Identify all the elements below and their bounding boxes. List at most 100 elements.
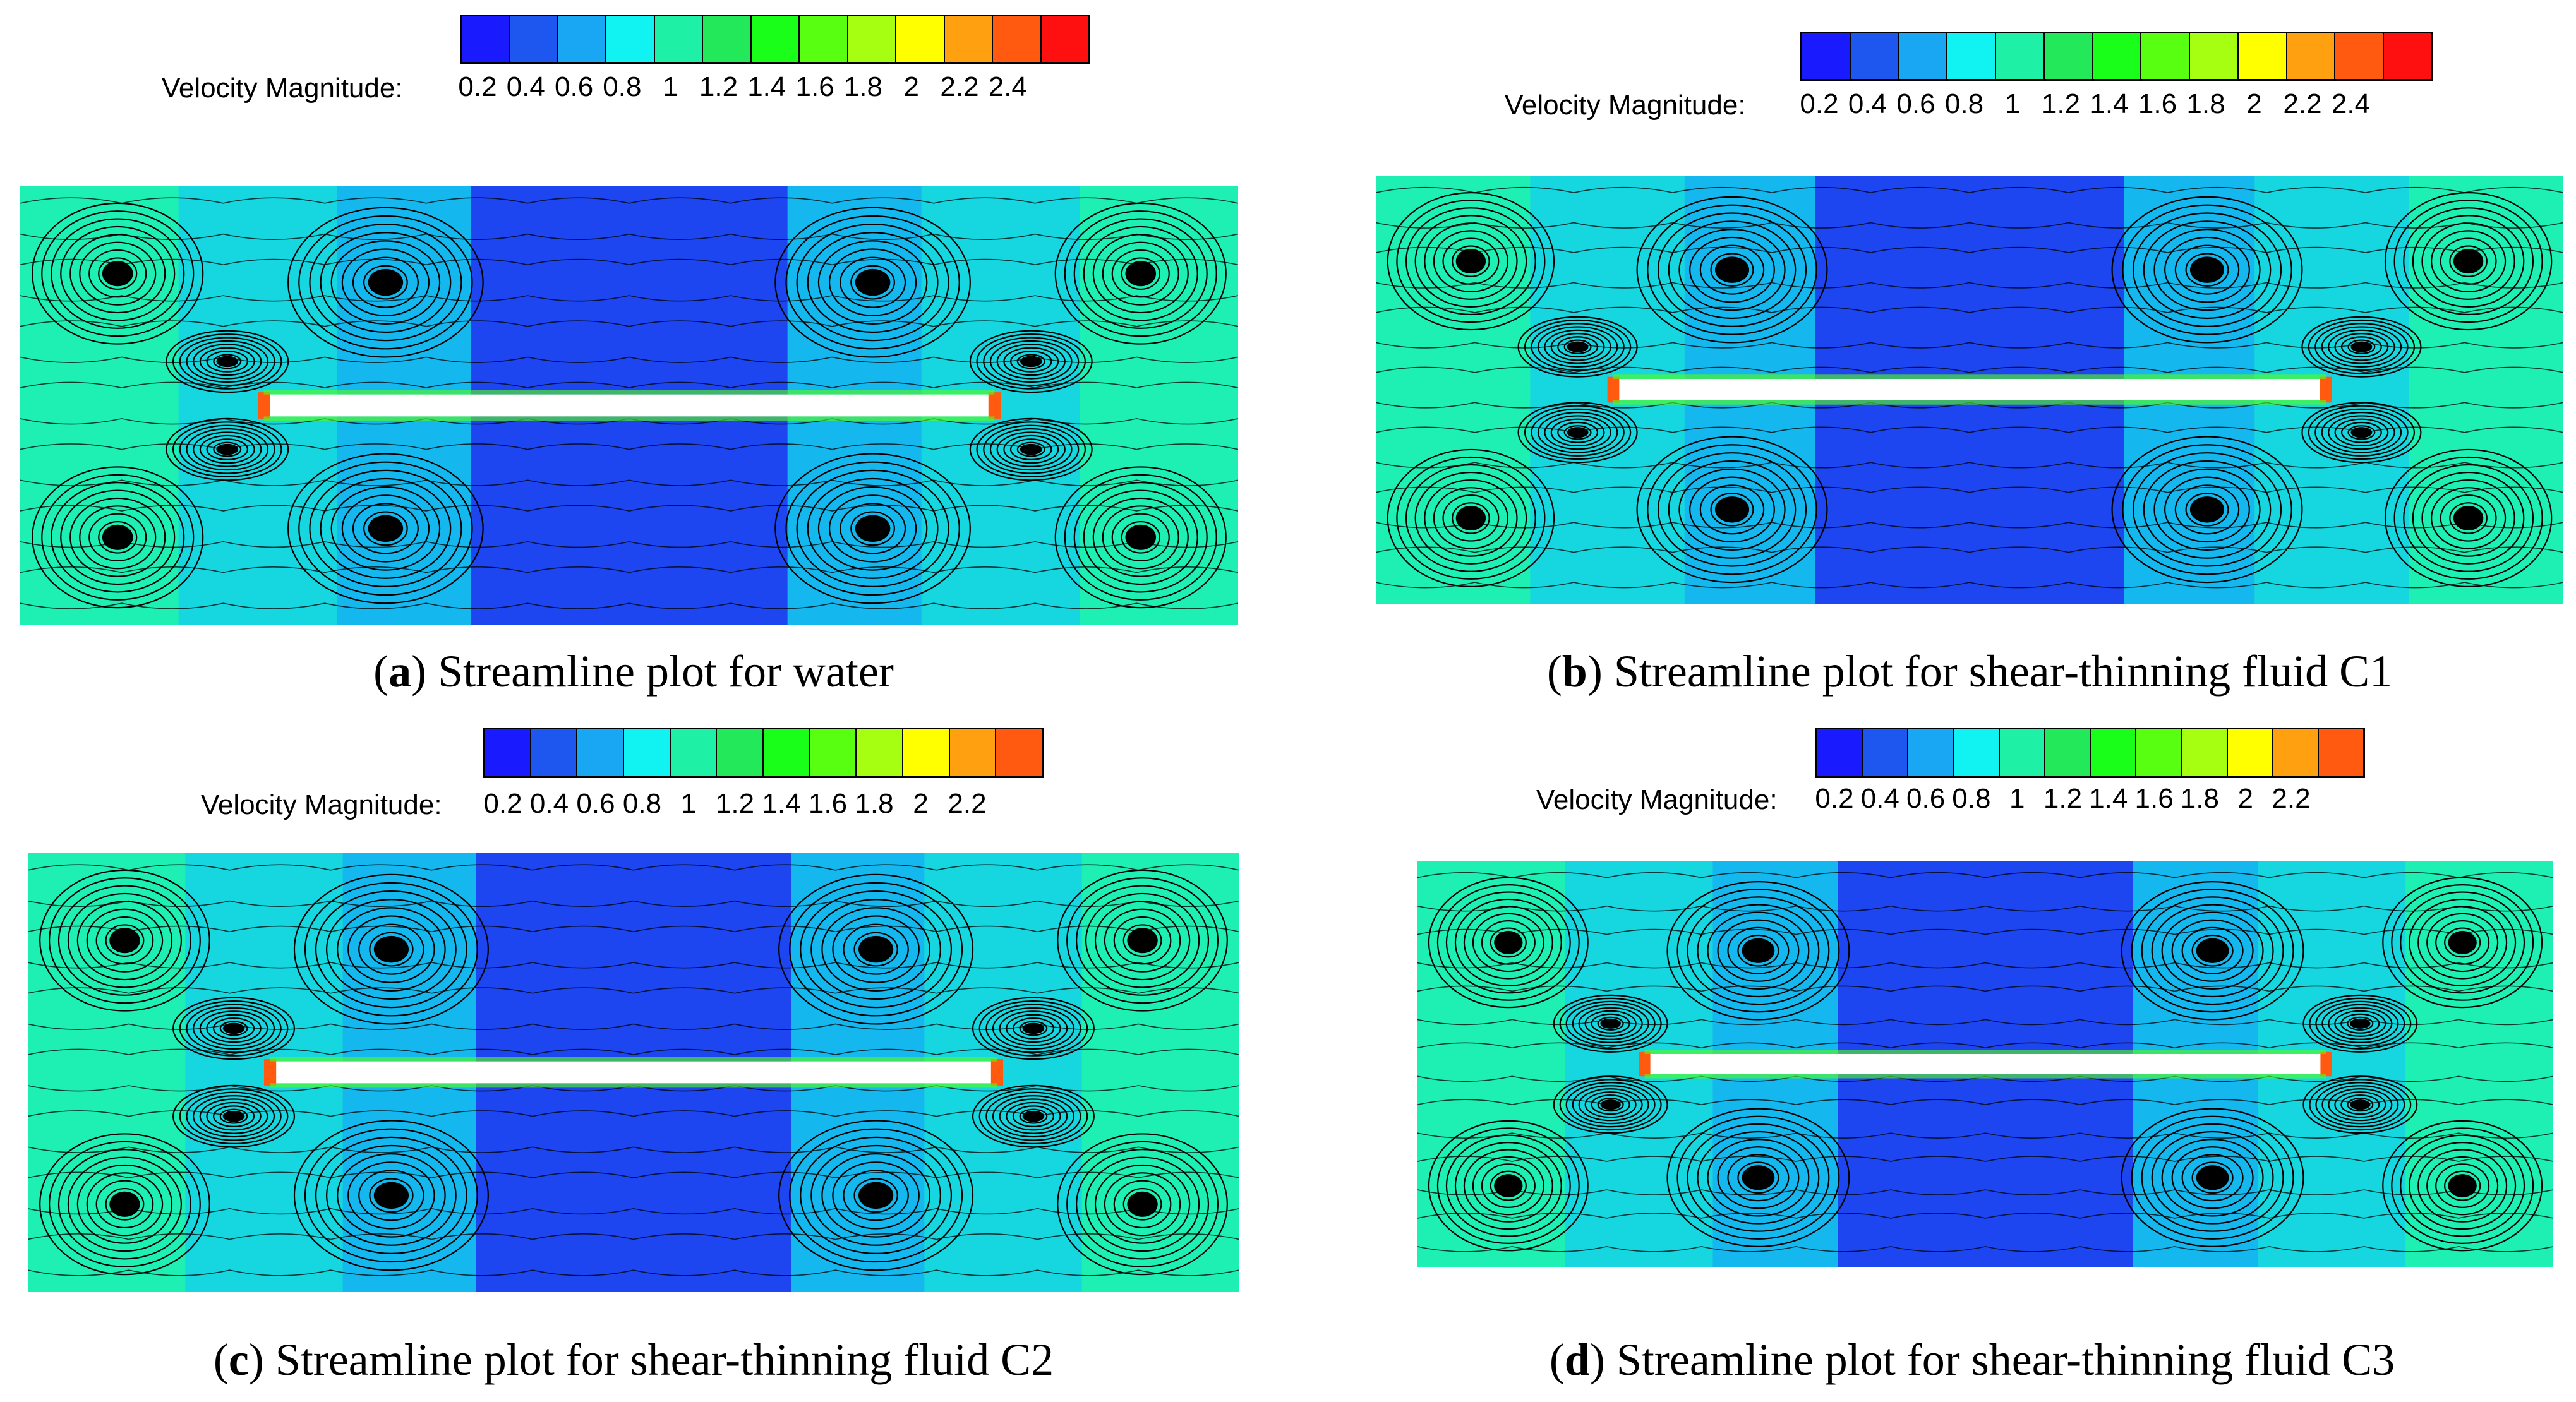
colorbar-swatch <box>1908 729 1954 776</box>
colorbar-swatch <box>751 16 800 62</box>
legend-label-b: Velocity Magnitude: <box>1505 90 1746 121</box>
colorbar-swatch <box>764 729 810 776</box>
colorbar-swatch <box>903 729 950 776</box>
colorbar-tick-label: 1.8 <box>855 788 894 819</box>
colorbar-tick-label: 1.2 <box>715 788 755 819</box>
colorbar-tick-label: 2 <box>913 788 929 819</box>
colorbar-tick-label: 1.6 <box>2134 783 2174 814</box>
colorbar-tick-label: 0.8 <box>1944 88 1984 119</box>
colorbar-swatch <box>577 729 625 776</box>
colorbar-tick-label: 0.8 <box>622 788 662 819</box>
colorbar-swatch <box>2273 729 2319 776</box>
colorbar-tick-label: 2.2 <box>2283 88 2322 119</box>
colorbar-tick-label: 1.6 <box>808 788 848 819</box>
colorbar-swatch <box>2384 33 2431 79</box>
colorbar-swatch <box>2190 33 2239 79</box>
colorbar-swatch <box>2227 729 2273 776</box>
legend-label-a: Velocity Magnitude: <box>162 73 403 104</box>
caption-letter-c: c <box>228 1334 249 1385</box>
colorbar-tick-label: 1 <box>2009 783 2025 814</box>
colorbar-tick-label: 1.8 <box>2186 88 2225 119</box>
colorbar-swatch <box>510 16 558 62</box>
colorbar-tick-label: 1.6 <box>795 71 834 102</box>
streamline-plot <box>1376 176 2563 604</box>
colorbar-swatch <box>896 16 945 62</box>
colorbar-swatch <box>1850 33 1899 79</box>
colorbar-swatch <box>2091 729 2137 776</box>
caption-a: (a) Streamline plot for water <box>373 646 894 697</box>
colorbar-swatch <box>624 729 671 776</box>
colorbar-tick-label: 1.4 <box>2089 783 2128 814</box>
colorbar-swatch <box>1954 729 2000 776</box>
colorbar-tick-label: 0.8 <box>1952 783 1991 814</box>
streamline-plot <box>1417 861 2553 1267</box>
colorbar-swatch <box>2238 33 2287 79</box>
colorbar-c <box>483 728 1044 778</box>
streamline-plot <box>28 853 1239 1292</box>
streamline-field-d <box>1417 861 2553 1267</box>
colorbar-tick-label: 1.8 <box>2180 783 2219 814</box>
colorbar-tick-label: 1 <box>2004 88 2021 119</box>
colorbar-tick-label: 0.6 <box>1896 88 1935 119</box>
colorbar-tick-label: 0.8 <box>603 71 642 102</box>
colorbar-swatch <box>2335 33 2385 79</box>
colorbar-swatch <box>670 729 718 776</box>
colorbar-tick-label: 0.6 <box>576 788 615 819</box>
colorbar-tick-label: 1.2 <box>2043 783 2083 814</box>
colorbar-tick-label: 2 <box>2237 783 2253 814</box>
colorbar-swatch <box>531 729 578 776</box>
caption-letter-b: b <box>1562 646 1587 697</box>
colorbar-tick-label: 0.6 <box>555 71 594 102</box>
colorbar-d <box>1815 728 2365 778</box>
colorbar-swatch <box>2141 33 2191 79</box>
colorbar-tick-label: 0.4 <box>1860 783 1899 814</box>
colorbar-tick-label: 2 <box>903 71 919 102</box>
colorbar-swatch <box>1802 33 1851 79</box>
colorbar-tick-label: 1.6 <box>2138 88 2177 119</box>
colorbar-swatch <box>703 16 752 62</box>
colorbar-swatch <box>2045 729 2091 776</box>
colorbar-swatch <box>848 16 897 62</box>
colorbar-swatch <box>654 16 704 62</box>
caption-text-d: Streamline plot for shear-thinning fluid… <box>1616 1334 2395 1385</box>
colorbar-tick-label: 2.4 <box>988 71 1027 102</box>
colorbar-tick-label: 1.4 <box>2090 88 2129 119</box>
colorbar-swatch <box>1996 33 2045 79</box>
caption-text-b: Streamline plot for shear-thinning fluid… <box>1613 646 2393 697</box>
colorbar-swatch <box>1863 729 1909 776</box>
colorbar-swatch <box>944 16 994 62</box>
colorbar-swatch <box>1947 33 1997 79</box>
colorbar-tick-label: 1.4 <box>747 71 786 102</box>
caption-b: (b) Streamline plot for shear-thinning f… <box>1546 646 2393 697</box>
legend-label-c: Velocity Magnitude: <box>201 789 442 820</box>
colorbar-swatch <box>717 729 764 776</box>
caption-letter-a: a <box>388 646 412 697</box>
streamline-field-b <box>1376 176 2563 604</box>
colorbar-tick-label: 2.2 <box>940 71 979 102</box>
colorbar-swatch <box>1899 33 1948 79</box>
caption-d: (d) Streamline plot for shear-thinning f… <box>1549 1334 2395 1385</box>
caption-c: (c) Streamline plot for shear-thinning f… <box>213 1334 1054 1385</box>
colorbar-tick-label: 0.6 <box>1906 783 1946 814</box>
colorbar-swatch <box>558 16 607 62</box>
colorbar-swatch <box>996 729 1042 776</box>
colorbar-swatch <box>857 729 904 776</box>
colorbar-tick-label: 0.2 <box>483 788 522 819</box>
colorbar-swatch <box>2182 729 2228 776</box>
colorbar-swatch <box>2318 729 2364 776</box>
colorbar-tick-label: 1 <box>680 788 697 819</box>
colorbar-tick-label: 0.4 <box>506 71 545 102</box>
colorbar-swatch <box>949 729 997 776</box>
colorbar-swatch <box>1041 16 1089 62</box>
colorbar-tick-label: 1.2 <box>699 71 738 102</box>
colorbar-b <box>1800 32 2433 81</box>
colorbar-swatch <box>462 16 510 62</box>
colorbar-swatch <box>993 16 1042 62</box>
caption-text-c: Streamline plot for shear-thinning fluid… <box>275 1334 1054 1385</box>
colorbar-swatch <box>485 729 531 776</box>
colorbar-tick-label: 2.2 <box>2272 783 2311 814</box>
colorbar-swatch <box>2093 33 2142 79</box>
colorbar-swatch <box>1999 729 2045 776</box>
streamline-field-c <box>28 853 1239 1292</box>
colorbar-tick-label: 0.2 <box>1815 783 1854 814</box>
